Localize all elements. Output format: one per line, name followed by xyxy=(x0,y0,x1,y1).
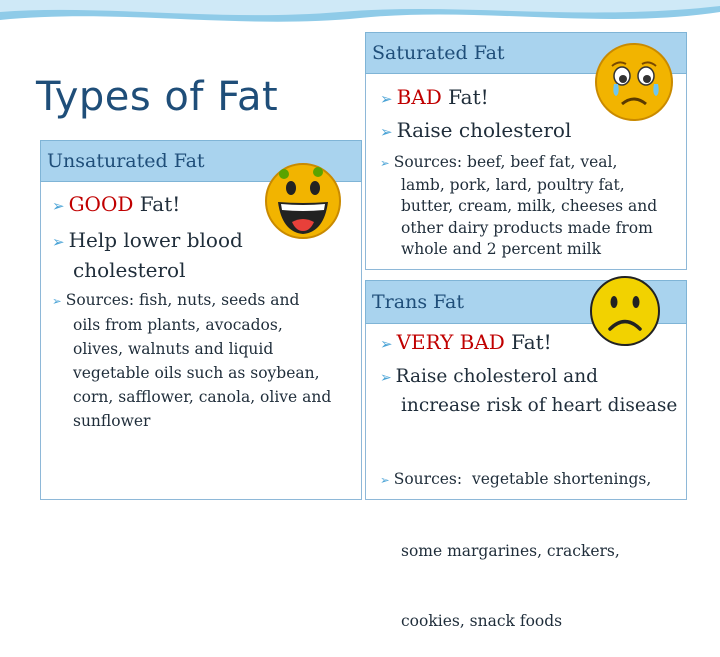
trans-bullet-very-bad: ➢ VERY BAD Fat! xyxy=(380,330,552,354)
page-title: Types of Fat xyxy=(36,74,279,120)
bullet-arrow-icon: ➢ xyxy=(380,123,393,141)
bullet-arrow-icon: ➢ xyxy=(380,370,392,386)
unsaturated-bullet-cholesterol: ➢ Help lower blood cholesterol xyxy=(52,228,243,282)
sad-crying-face-icon xyxy=(595,43,673,121)
bullet-arrow-icon: ➢ xyxy=(380,473,390,487)
bullet-arrow-icon: ➢ xyxy=(52,233,65,251)
unsaturated-sources: ➢ Sources: fish, nuts, seeds and oils fro… xyxy=(52,291,332,430)
saturated-sources: ➢ Sources: beef, beef fat, veal, lamb, po… xyxy=(380,153,658,258)
bullet-arrow-icon: ➢ xyxy=(52,197,65,215)
saturated-bullet-cholesterol: ➢ Raise cholesterol xyxy=(380,118,572,142)
frowning-face-icon xyxy=(590,276,660,346)
trans-sources: ➢ Sources: vegetable shortenings, some ma… xyxy=(380,470,652,630)
unsaturated-bullet-good: ➢ GOOD Fat! xyxy=(52,192,181,216)
bullet-arrow-icon: ➢ xyxy=(380,156,390,170)
header-wave-decoration xyxy=(0,0,720,22)
saturated-bullet-bad: ➢ BAD Fat! xyxy=(380,85,489,109)
bullet-arrow-icon: ➢ xyxy=(380,335,393,353)
bullet-arrow-icon: ➢ xyxy=(52,294,62,308)
laughing-face-icon xyxy=(265,163,341,239)
bullet-arrow-icon: ➢ xyxy=(380,90,393,108)
trans-fat-panel xyxy=(365,322,687,500)
trans-bullet-cholesterol: ➢ Raise cholesterol and increase risk of … xyxy=(380,366,678,416)
